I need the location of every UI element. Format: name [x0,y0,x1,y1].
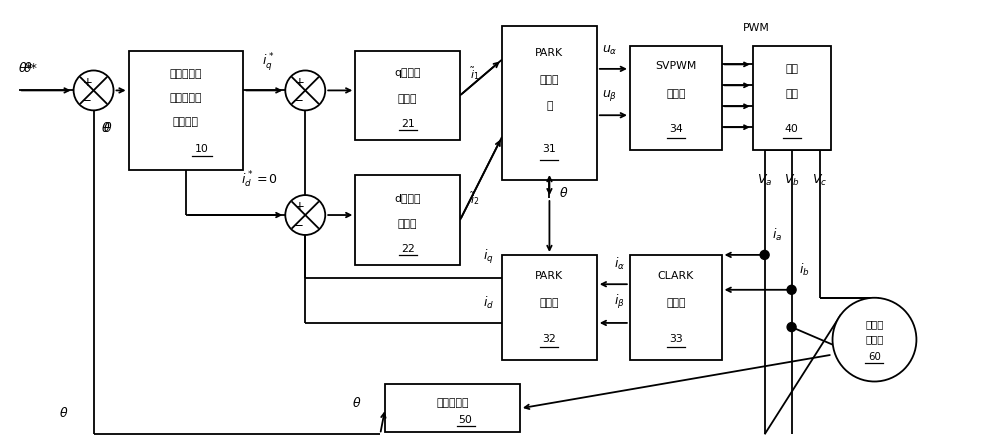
Text: $\tilde{i}_2$: $\tilde{i}_2$ [470,190,480,207]
Text: θ*: θ* [24,62,38,75]
Circle shape [833,298,916,381]
Text: $i_a$: $i_a$ [772,227,782,243]
Text: −: − [82,94,92,107]
Bar [630,255,722,360]
Text: CLARK: CLARK [658,271,694,281]
Text: 32: 32 [543,334,556,344]
Text: 50: 50 [459,415,472,425]
Text: $V_b$: $V_b$ [784,173,799,188]
Text: 开环迭代学: 开环迭代学 [170,93,202,103]
Text: 逆变: 逆变 [785,64,798,73]
Text: 逆变换: 逆变换 [540,75,559,85]
Text: 离散分数阶: 离散分数阶 [170,69,202,80]
Bar [753,45,831,150]
Bar [630,45,722,150]
Bar [355,175,460,265]
Text: PWM: PWM [743,23,770,32]
Text: −: − [293,219,303,232]
Text: θ: θ [60,407,67,421]
Text: 21: 21 [401,119,415,129]
Text: 33: 33 [669,334,683,344]
Bar [385,384,520,433]
Text: $V_a$: $V_a$ [757,173,772,188]
Text: $\tilde{i}_1$: $\tilde{i}_1$ [470,65,480,82]
Circle shape [787,323,796,332]
Text: 电路: 电路 [785,89,798,99]
Text: 34: 34 [669,124,683,134]
Text: 调节器: 调节器 [398,218,417,229]
Text: $i_\alpha$: $i_\alpha$ [614,256,625,272]
Text: $i_d^*=0$: $i_d^*=0$ [241,170,278,190]
Text: θ*: θ* [19,62,33,75]
Bar [355,51,460,140]
Text: +: + [294,76,304,89]
Text: 60: 60 [868,352,881,362]
Text: −: − [293,94,303,107]
Text: $i_q^*$: $i_q^*$ [262,52,275,73]
Text: $i_d$: $i_d$ [483,295,494,311]
Text: $i_q$: $i_q$ [483,248,494,266]
Text: 位置传感器: 位置传感器 [436,398,469,408]
Text: 31: 31 [543,144,556,154]
Text: 40: 40 [785,124,799,134]
Text: +: + [83,76,93,89]
Text: SVPWM: SVPWM [655,61,696,72]
Text: 习控制器: 习控制器 [173,117,199,127]
Text: $V_c$: $V_c$ [812,173,827,188]
Text: 调节器: 调节器 [398,94,417,104]
Text: +: + [294,200,304,213]
Circle shape [760,251,769,259]
Bar [502,26,597,180]
Text: 22: 22 [401,244,415,254]
Text: 步电机: 步电机 [865,335,884,344]
Text: $i_\beta$: $i_\beta$ [614,293,625,311]
Text: PARK: PARK [535,271,563,281]
Circle shape [285,195,325,235]
Bar [502,255,597,360]
Text: 10: 10 [195,144,209,154]
Text: 变换器: 变换器 [666,298,686,308]
Circle shape [74,70,114,110]
Text: θ: θ [353,397,360,410]
Text: θ: θ [104,122,111,135]
Text: θ: θ [559,186,567,200]
Text: 永磁同: 永磁同 [865,319,884,329]
Circle shape [787,285,796,294]
Text: $u_\alpha$: $u_\alpha$ [602,44,617,57]
Text: 器: 器 [546,101,553,111]
Text: q轴电流: q轴电流 [394,68,421,78]
Text: 发生器: 发生器 [666,89,686,99]
Circle shape [285,70,325,110]
Text: $i_b$: $i_b$ [799,262,809,278]
Bar [129,51,243,170]
Text: 变换器: 变换器 [540,298,559,308]
Text: θ: θ [102,122,109,135]
Text: $u_\beta$: $u_\beta$ [602,88,617,103]
Text: PARK: PARK [535,49,563,58]
Text: d轴电流: d轴电流 [394,193,421,202]
